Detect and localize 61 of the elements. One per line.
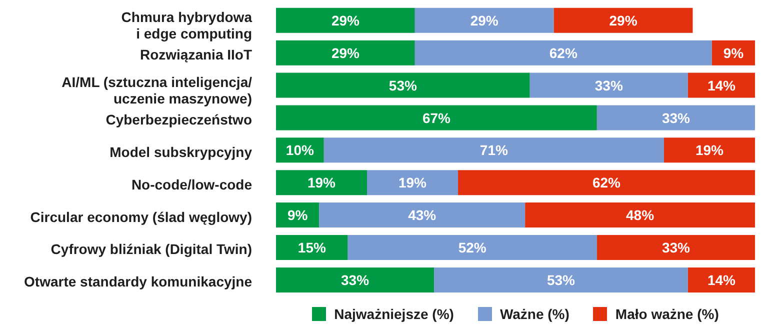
data-label: 14% [707, 77, 736, 94]
bar [414, 40, 712, 66]
data-label: 14% [707, 272, 736, 288]
y-tick-label: Chmura hybrydowa i edge computing [121, 8, 252, 42]
y-tick-label: AI/ML (sztuczna inteligencja/ uczenie maszynowe) [62, 74, 252, 106]
bar [596, 235, 755, 260]
y-tick-label: Model subskrypcyjny [110, 144, 252, 160]
legend-label: Mało ważne (%) [615, 306, 719, 322]
bar [530, 72, 688, 98]
legend-label: Ważne (%) [500, 306, 570, 322]
data-label: 29% [609, 12, 638, 28]
y-tick-label: Cyberbezpieczeństwo [106, 111, 252, 128]
data-label: 53% [546, 272, 576, 288]
bar [324, 138, 664, 163]
bar [276, 235, 348, 260]
bar [688, 267, 755, 292]
data-label: 48% [626, 207, 655, 224]
data-label: 62% [592, 174, 622, 191]
bar [458, 170, 755, 196]
data-label: 19% [695, 142, 724, 158]
data-label: 10% [286, 142, 315, 158]
bar [688, 72, 755, 98]
bar [276, 8, 415, 33]
bar [525, 202, 755, 228]
data-label: 9% [723, 44, 744, 61]
y-tick-label: Otwarte standardy komunikacyjne [24, 274, 252, 290]
y-tick-label: Cyfrowy bliźniak (Digital Twin) [50, 241, 252, 258]
legend-label: Najważniejsze (%) [334, 306, 454, 322]
data-label: 67% [422, 110, 452, 126]
data-label: 29% [470, 12, 499, 28]
bar [276, 170, 368, 196]
data-label: 33% [341, 272, 370, 288]
data-label: 29% [331, 12, 360, 28]
bar [348, 235, 597, 260]
data-label: 29% [331, 44, 360, 61]
bar [596, 105, 755, 130]
data-label: 33% [594, 77, 624, 94]
bar [276, 72, 530, 98]
data-label: 9% [287, 207, 308, 224]
data-label: 33% [662, 240, 691, 256]
bar [276, 267, 434, 292]
bar [367, 170, 458, 196]
data-label: 52% [458, 240, 487, 256]
data-label: 33% [662, 110, 691, 126]
bar [276, 40, 415, 66]
y-tick-label: No-code/low-code [131, 176, 252, 192]
data-label: 15% [298, 240, 326, 256]
data-label: 19% [398, 174, 428, 191]
data-label: 62% [549, 44, 578, 61]
bar [554, 8, 693, 33]
bar [276, 105, 597, 130]
y-tick-label: Circular economy (ślad węglowy) [30, 208, 252, 225]
bar [319, 202, 526, 228]
data-label: 53% [388, 77, 418, 94]
bar [414, 8, 554, 33]
bar [434, 267, 688, 292]
data-label: 43% [408, 207, 437, 224]
y-tick-label: Rozwiązania IIoT [140, 46, 252, 63]
data-label: 19% [307, 174, 336, 191]
data-label: 71% [480, 142, 508, 158]
bar [664, 138, 755, 163]
